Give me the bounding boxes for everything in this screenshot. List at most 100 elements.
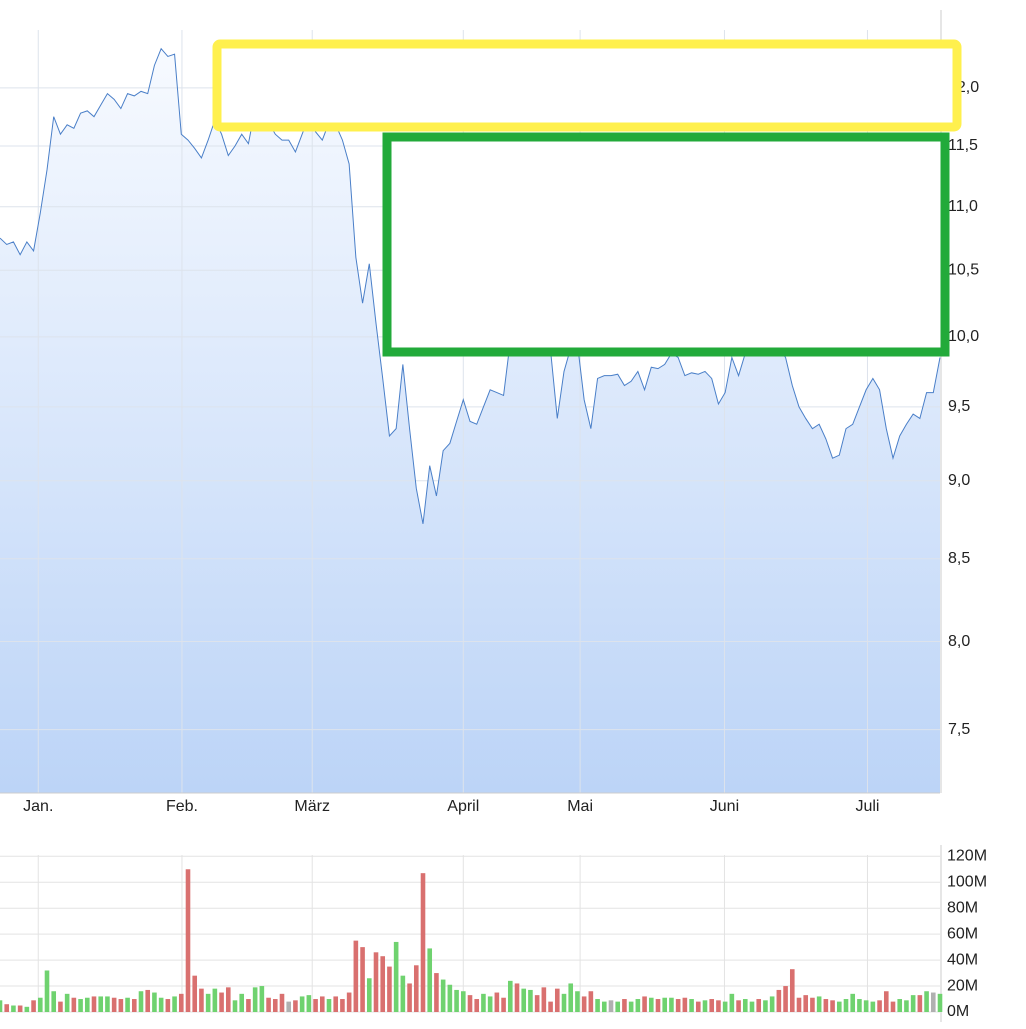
volume-bar xyxy=(17,1005,23,1012)
volume-bar xyxy=(78,999,83,1012)
volume-bar xyxy=(360,947,365,1012)
volume-bar xyxy=(675,999,681,1012)
volume-bar xyxy=(24,1006,30,1012)
volume-bar xyxy=(655,999,661,1012)
volume-bar xyxy=(44,970,50,1012)
volume-bar xyxy=(434,973,439,1012)
volume-bar xyxy=(0,1000,3,1012)
x-tick-label: März xyxy=(294,798,330,815)
volume-bar xyxy=(460,991,466,1012)
volume-bar xyxy=(293,1000,298,1012)
volume-bar xyxy=(930,992,936,1012)
volume-bar xyxy=(548,1001,553,1012)
volume-bar xyxy=(857,999,862,1012)
volume-bar xyxy=(393,941,399,1012)
volume-bar xyxy=(474,999,480,1012)
volume-bar xyxy=(178,993,184,1012)
volume-bar xyxy=(326,999,332,1012)
volume-bar xyxy=(440,979,446,1012)
volume-bar xyxy=(756,999,762,1012)
volume-bar xyxy=(622,999,627,1012)
y-tick-label: 0M xyxy=(947,1003,969,1020)
volume-bar xyxy=(58,1001,63,1012)
volume-bar xyxy=(897,999,903,1012)
volume-bar xyxy=(373,952,379,1012)
volume-bar xyxy=(447,984,453,1012)
volume-bar xyxy=(64,993,70,1012)
volume-bar xyxy=(501,997,506,1012)
volume-bar xyxy=(487,996,493,1012)
volume-bar xyxy=(816,996,822,1012)
volume-bar xyxy=(615,1001,621,1012)
volume-bar xyxy=(528,989,533,1012)
volume-bar xyxy=(91,996,97,1012)
volume-bar xyxy=(380,956,386,1012)
x-tick-label: Feb. xyxy=(166,798,198,815)
x-tick-label: Jan. xyxy=(23,798,53,815)
volume-bar xyxy=(595,999,600,1012)
volume-bar xyxy=(232,1000,238,1012)
y-tick-label: 8,5 xyxy=(948,550,970,567)
y-tick-label: 10,5 xyxy=(948,261,979,278)
volume-bar xyxy=(810,997,815,1012)
volume-bar xyxy=(205,993,211,1012)
x-tick-label: Juli xyxy=(855,798,879,815)
volume-bar xyxy=(776,989,782,1012)
volume-bar xyxy=(259,986,265,1012)
price-area xyxy=(0,48,940,794)
y-tick-label: 80M xyxy=(947,899,978,916)
volume-bar xyxy=(904,1000,909,1012)
volume-bar xyxy=(689,999,694,1012)
volume-bar xyxy=(71,997,77,1012)
volume-bar xyxy=(246,999,251,1012)
volume-bar xyxy=(877,1000,882,1012)
volume-bar xyxy=(568,983,574,1012)
volume-bar xyxy=(736,1000,741,1012)
volume-bar xyxy=(554,988,560,1012)
volume-bar xyxy=(581,996,587,1012)
volume-bar xyxy=(796,997,802,1012)
volume-bar xyxy=(340,999,345,1012)
volume-bar xyxy=(306,995,312,1012)
volume-bar xyxy=(937,993,943,1012)
volume-bar xyxy=(917,995,923,1012)
volume-bar xyxy=(789,969,795,1012)
volume-bar xyxy=(561,993,567,1012)
x-tick-label: Juni xyxy=(710,798,739,815)
y-tick-label: 120M xyxy=(947,848,987,865)
volume-bar xyxy=(152,992,157,1012)
volume-bar xyxy=(407,983,412,1012)
volume-bar xyxy=(702,1000,708,1012)
volume-bar xyxy=(514,983,520,1012)
volume-bar xyxy=(172,996,177,1012)
volume-bar xyxy=(279,993,285,1012)
y-tick-label: 100M xyxy=(947,873,987,890)
volume-bar xyxy=(783,986,788,1012)
volume-bar xyxy=(635,999,641,1012)
volume-bar xyxy=(722,1001,728,1012)
volume-bar xyxy=(387,966,392,1012)
volume-bar xyxy=(84,997,90,1012)
volume-bar xyxy=(366,978,372,1012)
y-tick-label: 8,0 xyxy=(948,633,970,650)
volume-bar xyxy=(192,975,198,1012)
y-tick-label: 40M xyxy=(947,951,978,968)
volume-bar xyxy=(420,873,426,1012)
volume-bar xyxy=(729,993,735,1012)
volume-bar xyxy=(648,997,654,1012)
volume-bar xyxy=(716,1000,721,1012)
volume-bar xyxy=(272,999,278,1012)
volume-bar xyxy=(924,991,929,1012)
volume-bar xyxy=(669,997,674,1012)
volume-bar xyxy=(31,1000,36,1012)
volume-bar xyxy=(239,993,245,1012)
volume-bar xyxy=(225,987,231,1012)
volume-bar xyxy=(158,997,164,1012)
volume-bar xyxy=(850,993,856,1012)
volume-bar xyxy=(118,999,124,1012)
volume-bar xyxy=(601,1001,607,1012)
volume-bar xyxy=(286,1001,292,1012)
volume-bar xyxy=(131,999,137,1012)
volume-bar xyxy=(742,999,748,1012)
